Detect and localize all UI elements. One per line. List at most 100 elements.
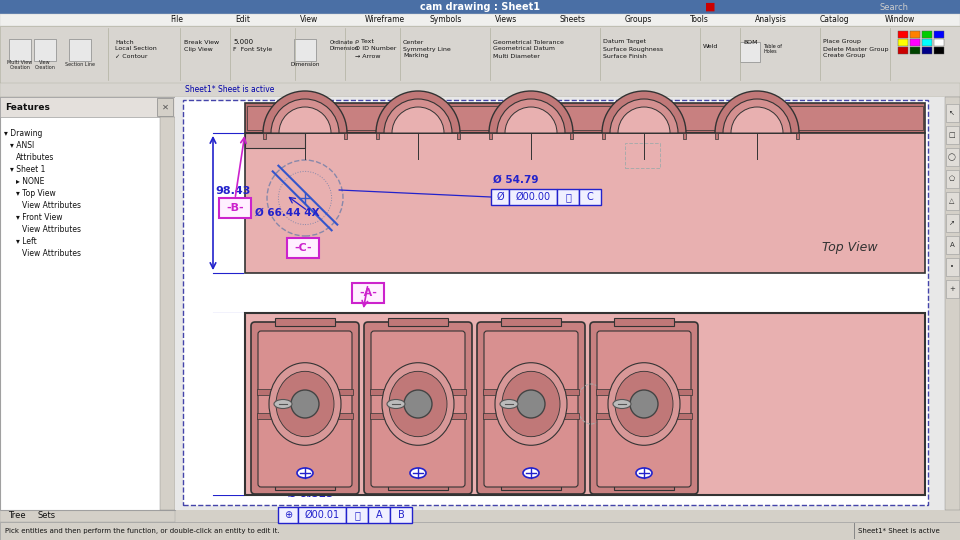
Text: Sheets: Sheets <box>560 16 586 24</box>
Text: Ø 66.44 4X: Ø 66.44 4X <box>255 208 320 218</box>
Text: View Attributes: View Attributes <box>22 226 81 234</box>
Ellipse shape <box>269 363 341 445</box>
Bar <box>160 117 175 510</box>
Text: Break View: Break View <box>184 39 219 44</box>
Bar <box>245 373 305 495</box>
FancyBboxPatch shape <box>477 322 585 494</box>
Bar <box>175 97 945 510</box>
Text: B: B <box>397 510 404 520</box>
Text: BOM: BOM <box>743 39 757 44</box>
Bar <box>183 100 928 505</box>
Text: View Attributes: View Attributes <box>22 201 81 211</box>
Text: ▾ Front View: ▾ Front View <box>16 213 62 222</box>
Bar <box>263 133 266 139</box>
FancyBboxPatch shape <box>484 331 578 487</box>
Wedge shape <box>489 91 573 133</box>
Text: View Attributes: View Attributes <box>22 249 81 259</box>
Wedge shape <box>505 107 557 133</box>
Bar <box>275 318 335 326</box>
Text: Ø 9.525: Ø 9.525 <box>288 489 333 499</box>
Text: Ø00.01: Ø00.01 <box>304 510 340 520</box>
Text: Clip View: Clip View <box>184 46 213 51</box>
Bar <box>346 507 368 523</box>
Bar <box>898 47 908 54</box>
Bar <box>946 148 959 166</box>
Bar <box>922 39 932 46</box>
Text: Hatch: Hatch <box>115 39 133 44</box>
Text: Local Section: Local Section <box>115 46 156 51</box>
Bar <box>370 389 466 395</box>
Wedge shape <box>497 99 565 133</box>
Text: Surface Roughness: Surface Roughness <box>603 46 663 51</box>
Circle shape <box>291 390 319 418</box>
Text: Dimension: Dimension <box>330 45 359 51</box>
Bar <box>0 0 960 14</box>
FancyBboxPatch shape <box>251 322 359 494</box>
Ellipse shape <box>523 468 539 478</box>
Bar <box>69 39 91 61</box>
Text: Ø 54.79: Ø 54.79 <box>493 175 539 185</box>
Text: ▾ Sheet 1: ▾ Sheet 1 <box>10 165 45 174</box>
Text: Datum Target: Datum Target <box>603 39 646 44</box>
Bar <box>625 143 660 168</box>
Text: A: A <box>949 242 954 248</box>
Text: Sheet1* Sheet is active: Sheet1* Sheet is active <box>858 528 940 534</box>
Text: Front View: Front View <box>817 474 883 487</box>
Bar <box>910 39 920 46</box>
Text: Tools: Tools <box>690 16 708 24</box>
Bar <box>390 507 412 523</box>
FancyBboxPatch shape <box>287 238 319 258</box>
FancyBboxPatch shape <box>371 331 465 487</box>
Text: Geometrical Datum: Geometrical Datum <box>493 46 555 51</box>
Bar <box>501 318 561 326</box>
Text: Marking: Marking <box>403 53 428 58</box>
Bar <box>602 133 605 139</box>
Bar <box>596 389 692 395</box>
Bar <box>457 133 460 139</box>
Text: Groups: Groups <box>625 16 653 24</box>
Text: Window: Window <box>885 16 915 24</box>
Bar <box>0 14 960 26</box>
Text: ▾ Top View: ▾ Top View <box>16 190 56 199</box>
Text: Geometrical Tolerance: Geometrical Tolerance <box>493 39 564 44</box>
Bar <box>898 31 908 38</box>
FancyBboxPatch shape <box>590 322 698 494</box>
Wedge shape <box>618 107 670 133</box>
Text: Wireframe: Wireframe <box>365 16 405 24</box>
Bar <box>922 31 932 38</box>
Text: Symbols: Symbols <box>430 16 463 24</box>
Ellipse shape <box>382 363 454 445</box>
Text: Catalog: Catalog <box>820 16 850 24</box>
Text: -B-: -B- <box>227 203 244 213</box>
Bar <box>614 478 674 490</box>
Bar <box>945 97 960 510</box>
Bar <box>489 133 492 139</box>
Wedge shape <box>602 91 686 133</box>
Text: ▾ Left: ▾ Left <box>16 238 36 246</box>
Bar <box>946 280 959 298</box>
FancyBboxPatch shape <box>219 198 251 218</box>
Text: 67.08: 67.08 <box>215 387 251 397</box>
Bar <box>247 106 923 130</box>
Text: -C-: -C- <box>294 243 312 253</box>
Bar <box>368 507 390 523</box>
Text: Ⓜ: Ⓜ <box>565 192 571 202</box>
Ellipse shape <box>389 372 447 437</box>
Circle shape <box>630 390 658 418</box>
Wedge shape <box>279 107 331 133</box>
Text: Top View: Top View <box>822 241 877 254</box>
Text: Ordinate: Ordinate <box>330 39 354 44</box>
Text: ↖: ↖ <box>949 110 955 116</box>
FancyBboxPatch shape <box>352 283 384 303</box>
Wedge shape <box>392 107 444 133</box>
Wedge shape <box>271 99 339 133</box>
Text: ✓ Contour: ✓ Contour <box>115 53 148 58</box>
Bar <box>715 133 718 139</box>
Wedge shape <box>715 91 799 133</box>
Text: Table of
Holes: Table of Holes <box>763 44 782 55</box>
Text: ↗: ↗ <box>949 220 955 226</box>
Text: +: + <box>949 286 955 292</box>
Bar <box>245 103 925 133</box>
Text: → Arrow: → Arrow <box>355 53 380 58</box>
Bar <box>376 133 379 139</box>
